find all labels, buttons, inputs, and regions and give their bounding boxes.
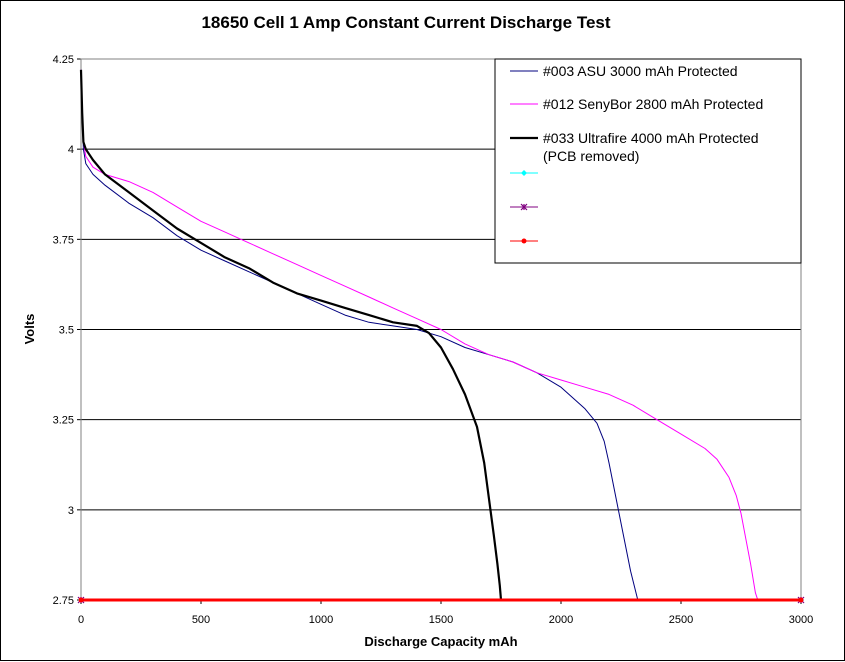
- legend-box: [494, 58, 802, 264]
- legend-item: #033 Ultrafire 4000 mAh Protected (PCB re…: [510, 130, 759, 164]
- series-5: [78, 597, 804, 603]
- x-tick-label: 2000: [549, 614, 573, 626]
- legend-marker: [521, 238, 527, 244]
- series-0: [80, 69, 639, 601]
- series-line: [79, 69, 503, 601]
- legend-item: #003 ASU 3000 mAh Protected: [510, 63, 738, 79]
- legend-item: [510, 238, 538, 244]
- y-tick-label: 2.75: [53, 595, 74, 607]
- legend-item: [510, 203, 538, 211]
- legend-item: [510, 170, 538, 176]
- series-2: [79, 69, 503, 601]
- x-tick-label: 3000: [789, 614, 813, 626]
- series-line: [80, 69, 759, 601]
- legend: #003 ASU 3000 mAh Protected #012 SenyBor …: [494, 58, 802, 264]
- y-tick-label: 4.25: [53, 54, 74, 66]
- legend-marker: [521, 170, 527, 176]
- legend-item: #012 SenyBor 2800 mAh Protected: [510, 96, 763, 112]
- series-1: [80, 69, 759, 601]
- y-axis-title: Volts: [22, 314, 37, 345]
- y-axis-ticks: 2.75 3 3.25 3.5 3.75 4 4.25: [53, 54, 81, 607]
- series-layer: [77, 69, 805, 604]
- legend-marker: [520, 203, 528, 211]
- x-axis-title: Discharge Capacity mAh: [364, 634, 517, 649]
- series-point: [78, 597, 84, 603]
- y-tick-label: 3.5: [59, 325, 74, 337]
- legend-label: #012 SenyBor 2800 mAh Protected: [543, 96, 763, 112]
- legend-label: #033 Ultrafire 4000 mAh Protected (PCB re…: [543, 130, 759, 164]
- series-line: [80, 69, 639, 601]
- x-tick-label: 2500: [669, 614, 693, 626]
- x-tick-label: 1000: [309, 614, 333, 626]
- y-tick-label: 4: [68, 144, 74, 156]
- x-axis-ticks: 0 500 1000 1500 2000 2500 3000: [78, 600, 813, 626]
- y-tick-label: 3.75: [53, 234, 74, 246]
- x-tick-label: 0: [78, 614, 84, 626]
- y-tick-label: 3: [68, 505, 74, 517]
- legend-label: #003 ASU 3000 mAh Protected: [543, 63, 738, 79]
- series-point: [798, 597, 804, 603]
- x-tick-label: 500: [192, 614, 210, 626]
- y-tick-label: 3.25: [53, 415, 74, 427]
- chart-title: 18650 Cell 1 Amp Constant Current Discha…: [201, 13, 610, 32]
- x-tick-label: 1500: [429, 614, 453, 626]
